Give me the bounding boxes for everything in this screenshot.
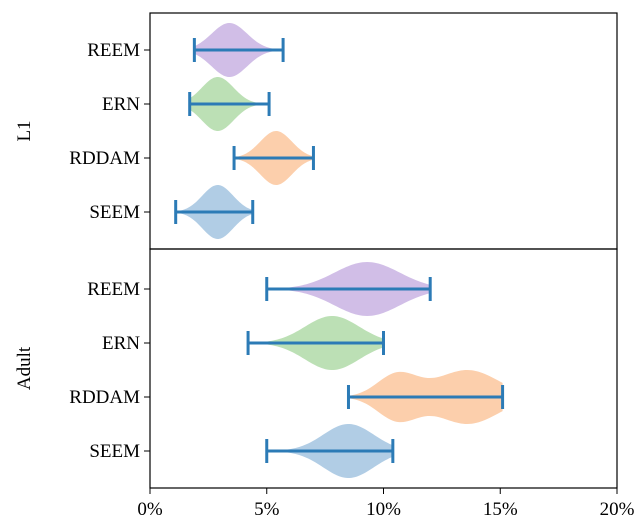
y-tick-label: RDDAM bbox=[69, 387, 140, 408]
x-tick-label: 20% bbox=[600, 499, 635, 520]
y-tick-label: REEM bbox=[87, 40, 140, 61]
y-tick-label: SEEM bbox=[89, 202, 140, 223]
y-tick-label: RDDAM bbox=[69, 148, 140, 169]
y-tick-label: ERN bbox=[102, 94, 140, 115]
x-tick-label: 0% bbox=[137, 499, 163, 520]
y-tick-label: ERN bbox=[102, 333, 140, 354]
panel-label: Adult bbox=[14, 346, 35, 390]
y-tick-label: REEM bbox=[87, 279, 140, 300]
x-tick-label: 15% bbox=[483, 499, 518, 520]
panel-label: L1 bbox=[14, 120, 35, 141]
x-tick-label: 5% bbox=[254, 499, 280, 520]
panel-l1: REEM ERN RDDAM SEEM L1 bbox=[14, 12, 618, 250]
panel-adult: REEM ERN RDDAM SEEM Adult bbox=[14, 248, 618, 489]
y-tick-label: SEEM bbox=[89, 441, 140, 462]
x-tick-label: 10% bbox=[366, 499, 401, 520]
